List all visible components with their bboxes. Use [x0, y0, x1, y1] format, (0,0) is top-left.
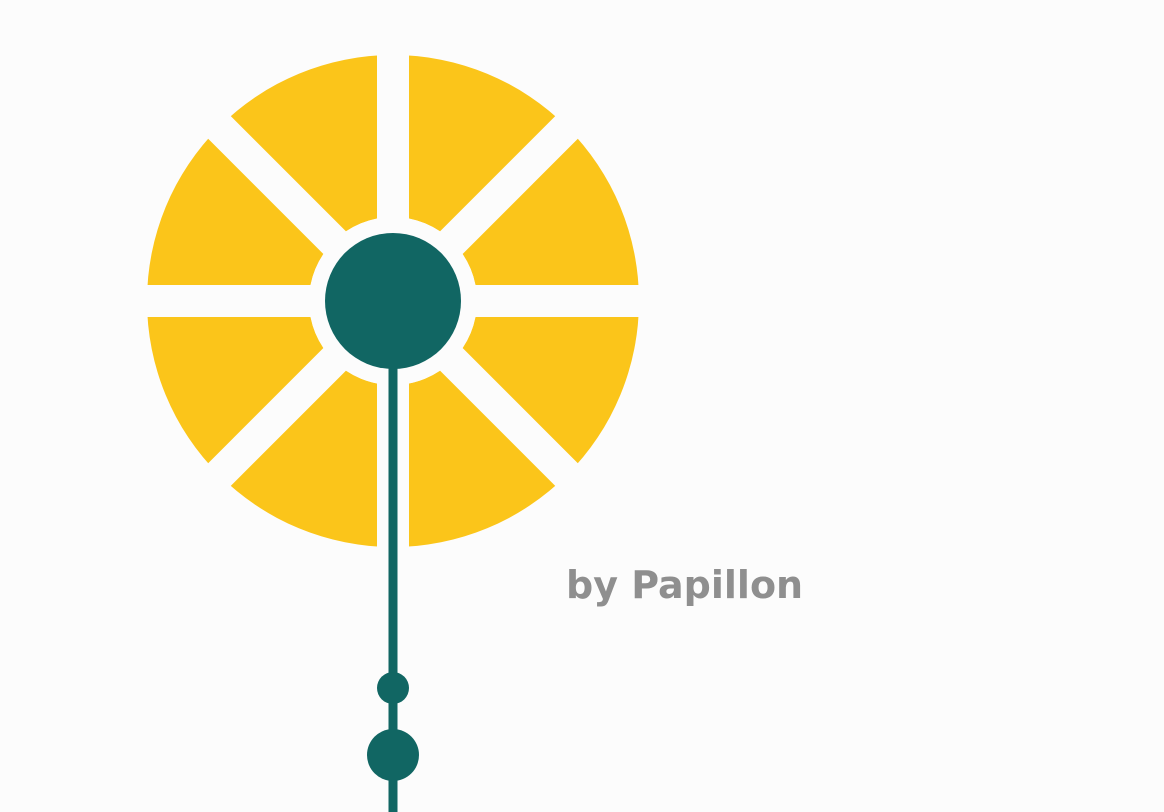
tagline: by Papillon — [566, 563, 804, 607]
stem-dot-small — [377, 672, 409, 704]
center-disc — [325, 233, 461, 369]
stem-dot-large — [367, 729, 419, 781]
